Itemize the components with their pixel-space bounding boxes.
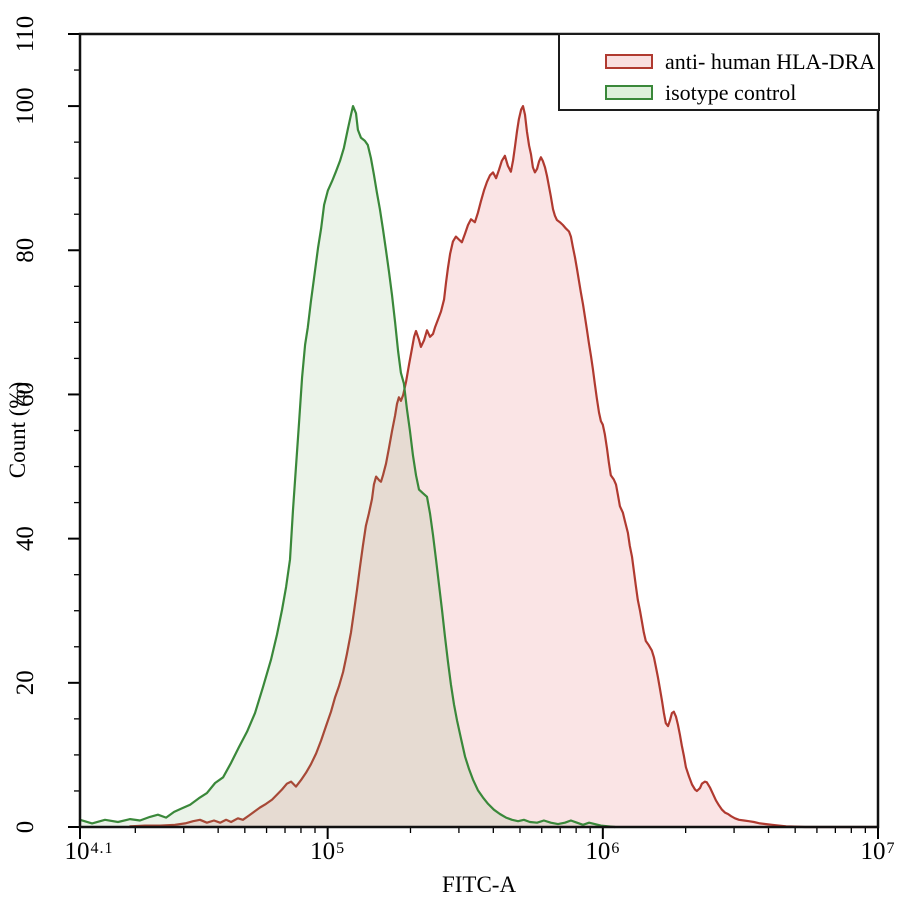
y-tick-label: 80 bbox=[12, 238, 39, 263]
x-tick-label: 105 bbox=[310, 838, 346, 865]
x-tick-label: 104.1 bbox=[64, 838, 114, 865]
legend-box: anti- human HLA-DRA isotype control bbox=[558, 33, 880, 111]
y-tick-label: 20 bbox=[12, 670, 39, 695]
x-tick-label: 106 bbox=[585, 838, 621, 865]
x-axis-title: FITC-A bbox=[441, 872, 517, 897]
y-tick-label: 60 bbox=[12, 382, 39, 407]
x-tick-label: 107 bbox=[860, 838, 896, 865]
green-histogram-area bbox=[80, 106, 615, 828]
y-axis-title: Count (%) bbox=[5, 381, 30, 479]
y-tick-label: 100 bbox=[12, 87, 39, 125]
red-histogram-curve bbox=[129, 105, 880, 829]
legend-label: isotype control bbox=[665, 79, 797, 105]
legend-entry-isotype-control: isotype control bbox=[560, 77, 878, 108]
red-legend-swatch bbox=[605, 54, 653, 69]
y-tick-label: 40 bbox=[12, 526, 39, 551]
green-legend-swatch bbox=[605, 85, 653, 100]
legend-entry-anti-human-hla-dra: anti- human HLA-DRA bbox=[560, 46, 878, 77]
legend-label: anti- human HLA-DRA bbox=[665, 48, 876, 74]
y-tick-label: 110 bbox=[12, 16, 39, 53]
red-histogram-area bbox=[130, 106, 879, 828]
y-tick-label: 0 bbox=[12, 821, 39, 834]
green-histogram-curve bbox=[78, 105, 616, 829]
plot-border bbox=[78, 32, 880, 829]
